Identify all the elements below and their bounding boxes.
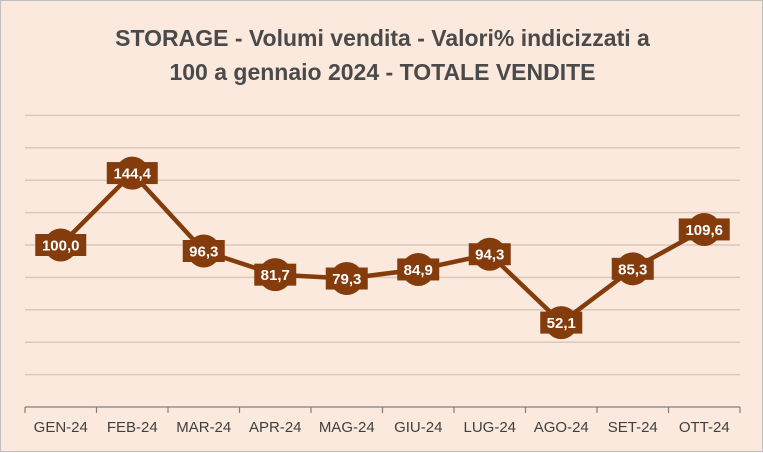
data-label-box — [540, 311, 583, 334]
x-tick-label: LUG-24 — [463, 419, 516, 436]
data-label: 94,3 — [475, 247, 504, 264]
x-tick-label: MAR-24 — [176, 419, 231, 436]
x-tick-label: GEN-24 — [34, 419, 88, 436]
data-label-box — [35, 234, 87, 256]
x-tick-label: FEB-24 — [107, 419, 158, 436]
data-label: 144,4 — [113, 166, 151, 183]
x-tick-label: GIU-24 — [394, 419, 442, 436]
data-label-box — [325, 267, 368, 290]
data-label-box — [106, 162, 158, 185]
chart-title-line-1: STORAGE - Volumi vendita - Valori% indic… — [115, 25, 650, 51]
data-label-box — [611, 257, 654, 280]
data-label: 96,3 — [189, 243, 218, 260]
data-label-box — [182, 239, 225, 262]
x-tick-label: APR-24 — [249, 419, 302, 436]
data-label-box — [397, 258, 440, 281]
data-label: 84,9 — [404, 262, 433, 279]
data-label: 79,3 — [332, 271, 361, 288]
data-label: 81,7 — [261, 267, 290, 284]
data-label: 109,6 — [685, 222, 723, 239]
x-tick-label: SET-24 — [608, 419, 658, 436]
data-label: 100,0 — [42, 238, 80, 255]
data-label-box — [468, 243, 511, 266]
series-line — [58, 170, 707, 325]
x-tick-label: AGO-24 — [534, 419, 589, 436]
data-label-box — [254, 263, 297, 286]
data-label-box — [678, 218, 730, 241]
x-tick-label: OTT-24 — [679, 419, 730, 436]
x-tick-label: MAG-24 — [319, 419, 375, 436]
chart-title-line-2: 100 a gennaio 2024 - TOTALE VENDITE — [169, 59, 596, 85]
data-label: 85,3 — [618, 261, 647, 278]
chart-title: STORAGE - Volumi vendita - Valori% indic… — [1, 21, 763, 89]
data-label: 52,1 — [547, 315, 576, 332]
